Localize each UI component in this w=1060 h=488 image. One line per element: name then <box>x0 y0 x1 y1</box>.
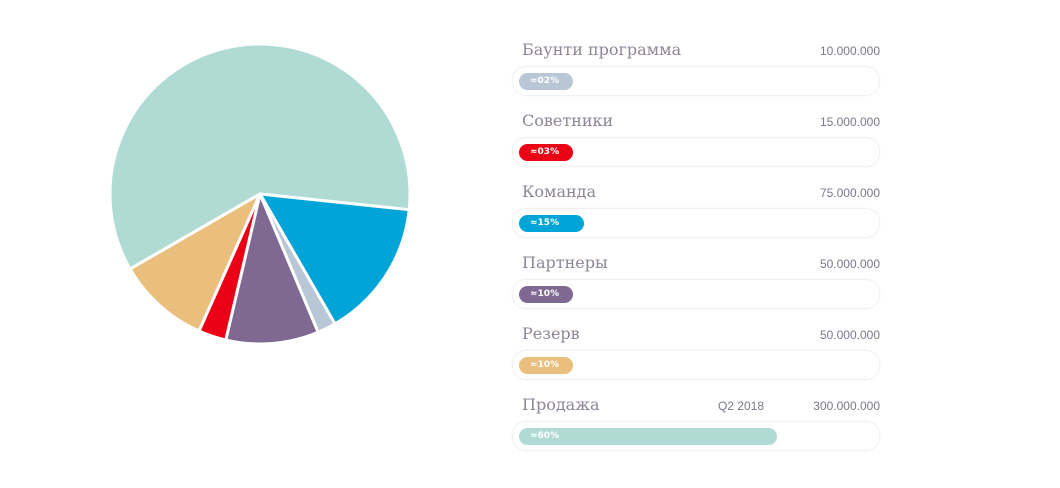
percent-label: ≈02% <box>530 76 560 86</box>
pie-slice-3 <box>224 192 320 346</box>
progress-track: ≈10% <box>512 350 880 380</box>
allocation-amount: 10.000.000 <box>819 44 880 58</box>
pie-chart <box>108 42 412 346</box>
allocation-row: Команда 75.000.000 ≈15% <box>512 178 880 240</box>
progress-fill: ≈10% <box>519 357 573 374</box>
allocation-label: Продажа <box>522 395 600 414</box>
progress-track: ≈15% <box>512 208 880 238</box>
allocation-amount: 50.000.000 <box>819 257 880 271</box>
percent-label: ≈15% <box>530 218 560 228</box>
progress-fill: ≈60% <box>519 428 777 445</box>
pie-slice-0 <box>108 42 412 271</box>
allocation-label: Баунти программа <box>522 40 682 59</box>
progress-fill: ≈10% <box>519 286 573 303</box>
progress-fill: ≈03% <box>519 144 573 161</box>
progress-fill: ≈02% <box>519 73 573 90</box>
allocation-row: Баунти программа 10.000.000 ≈02% <box>512 36 880 98</box>
allocation-label: Советники <box>522 111 614 130</box>
allocation-row: Партнеры 50.000.000 ≈10% <box>512 249 880 311</box>
percent-label: ≈03% <box>530 147 560 157</box>
progress-track: ≈02% <box>512 66 880 96</box>
percent-label: ≈10% <box>530 289 560 299</box>
allocation-row: Продажа Q2 2018 300.000.000 ≈60% <box>512 391 880 453</box>
allocation-note: Q2 2018 <box>717 399 764 413</box>
allocation-amount: 50.000.000 <box>819 328 880 342</box>
allocation-amount: 15.000.000 <box>819 115 880 129</box>
progress-track: ≈10% <box>512 279 880 309</box>
allocation-row: Советники 15.000.000 ≈03% <box>512 107 880 169</box>
allocation-label: Резерв <box>522 324 580 343</box>
pie-slice-5 <box>128 192 262 333</box>
allocation-row: Резерв 50.000.000 ≈10% <box>512 320 880 382</box>
allocation-label: Команда <box>522 182 597 201</box>
allocation-amount: 75.000.000 <box>819 186 880 200</box>
allocation-amount: 300.000.000 <box>813 399 880 413</box>
progress-track: ≈03% <box>512 137 880 167</box>
progress-track: ≈60% <box>512 421 880 451</box>
percent-label: ≈10% <box>530 360 560 370</box>
allocation-label: Партнеры <box>522 253 608 272</box>
progress-fill: ≈15% <box>519 215 584 232</box>
percent-label: ≈60% <box>530 431 560 441</box>
pie-slice-1 <box>258 192 411 326</box>
